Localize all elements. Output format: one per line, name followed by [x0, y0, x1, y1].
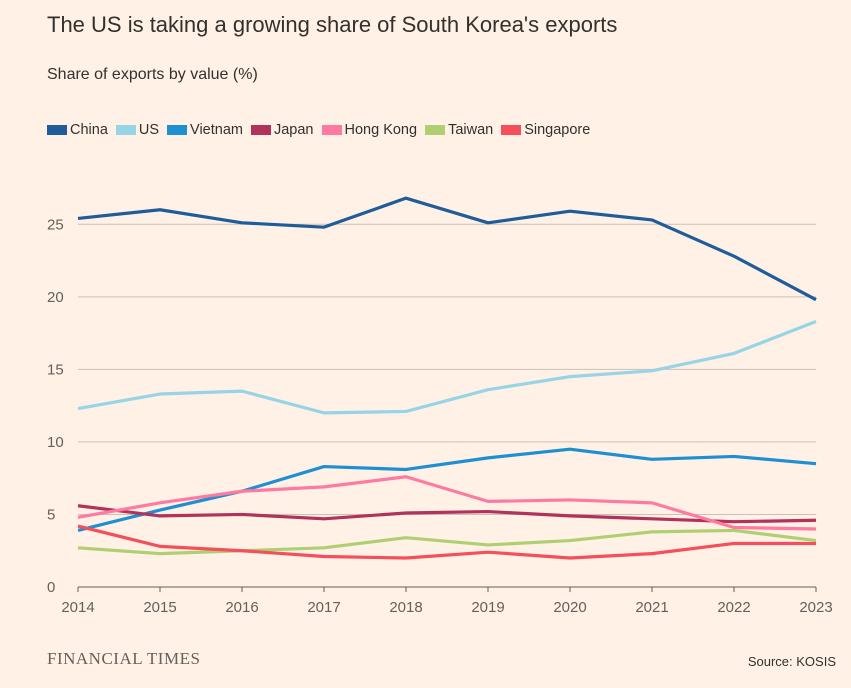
legend-label: Taiwan: [448, 122, 494, 138]
x-tick-label: 2019: [471, 599, 504, 616]
y-tick-label: 20: [47, 289, 64, 306]
legend-item-singapore: Singapore: [501, 122, 590, 138]
y-tick-label: 25: [47, 216, 64, 233]
chart-title: The US is taking a growing share of Sout…: [47, 12, 618, 37]
series-line-us: [77, 319, 817, 415]
legend-label: US: [138, 122, 160, 138]
x-tick-label: 2015: [143, 599, 176, 616]
y-tick-label: 0: [47, 579, 55, 596]
x-tick-label: 2023: [799, 599, 832, 616]
legend-item-japan: Japan: [250, 122, 314, 138]
y-tick-label: 5: [47, 506, 55, 523]
x-tick-label: 2014: [61, 599, 94, 616]
legend-item-vietnam: Vietnam: [167, 122, 243, 138]
chart-subtitle: Share of exports by value (%): [47, 66, 258, 83]
x-tick-label: 2018: [389, 599, 422, 616]
legend-item-china: China: [47, 122, 108, 138]
y-tick-label: 15: [47, 361, 64, 378]
source-note: Source: KOSIS: [747, 654, 836, 669]
legend-swatch: [115, 125, 136, 135]
legend-swatch: [167, 125, 188, 135]
series-line-vietnam: [77, 447, 817, 532]
legend-swatch: [425, 125, 446, 135]
x-tick-label: 2021: [635, 599, 668, 616]
legend-label: China: [70, 122, 108, 138]
legend-swatch: [47, 125, 67, 135]
series-line-hong-kong: [77, 475, 817, 531]
legend: China US Vietnam Japan Hong Kong Taiwan Singap…: [47, 122, 590, 138]
x-tick-label: 2020: [553, 599, 586, 616]
legend-swatch: [250, 125, 271, 135]
x-tick-label: 2017: [307, 599, 340, 616]
ft-logo: FINANCIAL TIMES: [47, 649, 201, 668]
legend-item-taiwan: Taiwan: [425, 122, 493, 138]
legend-label: Japan: [273, 122, 314, 138]
y-tick-label: 10: [47, 434, 64, 451]
legend-swatch: [321, 125, 342, 135]
legend-item-us: US: [115, 122, 160, 138]
series-line-china: [77, 196, 817, 302]
series-line-taiwan: [77, 528, 817, 556]
legend-item-hong-kong: Hong Kong: [321, 122, 418, 138]
legend-label: Vietnam: [190, 122, 243, 138]
legend-label: Singapore: [524, 122, 591, 138]
x-tick-label: 2022: [717, 599, 750, 616]
x-tick-label: 2016: [225, 599, 258, 616]
legend-swatch: [501, 125, 522, 135]
series-line-singapore: [77, 524, 816, 560]
series-line-japan: [77, 504, 817, 524]
legend-label: Hong Kong: [344, 122, 418, 138]
